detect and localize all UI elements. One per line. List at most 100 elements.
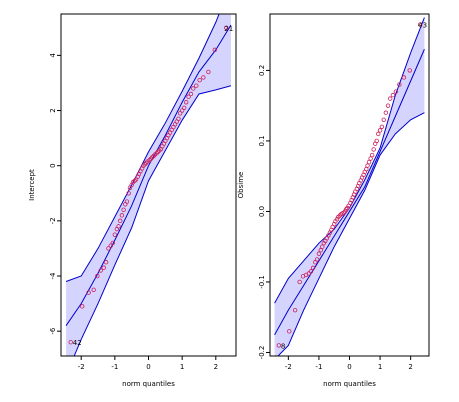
data-point bbox=[116, 224, 121, 229]
data-point bbox=[390, 92, 396, 98]
y-tick-label: 0.1 bbox=[258, 135, 266, 146]
reference-line bbox=[274, 49, 425, 336]
data-point bbox=[368, 156, 373, 161]
data-point bbox=[385, 103, 391, 108]
y-axis-label: Obsime bbox=[237, 172, 245, 199]
data-point bbox=[124, 199, 130, 204]
x-tick-label: 0 bbox=[347, 363, 351, 371]
data-point bbox=[212, 47, 217, 53]
data-point bbox=[377, 128, 383, 133]
confidence-envelope bbox=[66, 14, 231, 356]
x-tick-label: 1 bbox=[378, 363, 382, 371]
y-tick-label: 0.0 bbox=[258, 206, 266, 217]
data-point bbox=[401, 75, 407, 80]
data-point bbox=[292, 307, 298, 313]
y-tick-label: 0 bbox=[49, 163, 57, 167]
data-point bbox=[121, 207, 126, 213]
data-point bbox=[318, 248, 323, 253]
y-tick-label: -4 bbox=[49, 272, 57, 280]
x-tick-label: 0 bbox=[146, 363, 150, 371]
data-point bbox=[112, 232, 118, 237]
envelope-lower-line bbox=[277, 112, 425, 356]
x-tick-label: 2 bbox=[214, 363, 218, 371]
data-point bbox=[397, 82, 402, 87]
data-point bbox=[86, 290, 91, 295]
point-label: 8 bbox=[281, 342, 285, 350]
reference-line bbox=[65, 24, 232, 326]
x-tick-label: 2 bbox=[408, 363, 412, 371]
data-point bbox=[98, 268, 103, 273]
y-tick-label: 4 bbox=[49, 53, 57, 58]
data-point bbox=[297, 279, 302, 285]
envelope-upper-line bbox=[65, 14, 220, 283]
data-point bbox=[181, 105, 187, 110]
data-point bbox=[118, 218, 123, 224]
y-tick-label: 2 bbox=[49, 108, 57, 112]
confidence-envelope bbox=[274, 17, 425, 356]
data-point bbox=[183, 100, 189, 105]
y-tick-label: -0.2 bbox=[258, 346, 266, 360]
envelope-upper-line bbox=[274, 17, 425, 304]
data-point bbox=[381, 117, 386, 122]
data-point bbox=[110, 240, 116, 246]
data-point bbox=[407, 68, 412, 73]
x-axis-label: norm quantiles bbox=[122, 380, 175, 388]
x-tick-label: 1 bbox=[180, 363, 184, 371]
data-point bbox=[126, 191, 131, 196]
data-point bbox=[194, 83, 199, 88]
y-tick-label: 0.2 bbox=[258, 65, 266, 76]
data-point bbox=[176, 116, 181, 122]
data-point bbox=[68, 340, 73, 345]
envelope-lower-line bbox=[73, 85, 232, 356]
data-point bbox=[374, 138, 379, 144]
data-point bbox=[188, 91, 194, 97]
x-axis-label: norm quantiles bbox=[323, 380, 376, 388]
y-tick-label: -2 bbox=[49, 217, 57, 224]
data-point bbox=[383, 110, 389, 115]
data-point bbox=[308, 269, 314, 274]
data-point bbox=[310, 265, 316, 271]
data-point bbox=[376, 131, 381, 137]
data-point bbox=[177, 111, 183, 116]
point-label: 21 bbox=[224, 25, 233, 33]
data-point bbox=[371, 147, 376, 152]
plot-area: 21 42 bbox=[65, 14, 233, 356]
data-point bbox=[393, 89, 399, 94]
data-point bbox=[119, 213, 125, 218]
y-tick-label: -0.1 bbox=[258, 275, 266, 289]
x-tick-label: -2 bbox=[78, 363, 85, 371]
data-point bbox=[197, 77, 202, 83]
data-point bbox=[186, 94, 191, 99]
data-point bbox=[379, 124, 385, 130]
data-point bbox=[103, 260, 109, 265]
point-label: 42 bbox=[73, 339, 82, 347]
data-point bbox=[314, 257, 320, 262]
data-point bbox=[287, 329, 292, 334]
data-point bbox=[101, 265, 106, 270]
x-tick-label: -1 bbox=[111, 363, 118, 371]
data-point bbox=[206, 69, 211, 75]
y-tick-label: -6 bbox=[49, 327, 57, 335]
x-tick-label: -1 bbox=[315, 363, 322, 371]
data-point bbox=[316, 251, 322, 256]
data-point bbox=[95, 273, 100, 279]
data-point bbox=[80, 304, 85, 309]
data-point bbox=[365, 163, 370, 168]
data-point bbox=[91, 287, 96, 293]
point-label: 43 bbox=[418, 22, 427, 30]
data-point bbox=[108, 243, 114, 248]
data-point bbox=[417, 22, 423, 27]
data-point bbox=[106, 246, 111, 251]
data-point bbox=[276, 343, 282, 348]
data-point bbox=[366, 159, 372, 165]
data-point bbox=[387, 96, 393, 101]
data-point bbox=[320, 244, 325, 249]
data-point bbox=[191, 86, 196, 91]
data-point bbox=[224, 25, 229, 30]
data-point bbox=[179, 108, 185, 113]
data-point bbox=[201, 75, 206, 80]
x-tick-label: -2 bbox=[285, 363, 292, 371]
y-axis-label: Intercept bbox=[28, 169, 36, 201]
data-point bbox=[369, 152, 375, 158]
